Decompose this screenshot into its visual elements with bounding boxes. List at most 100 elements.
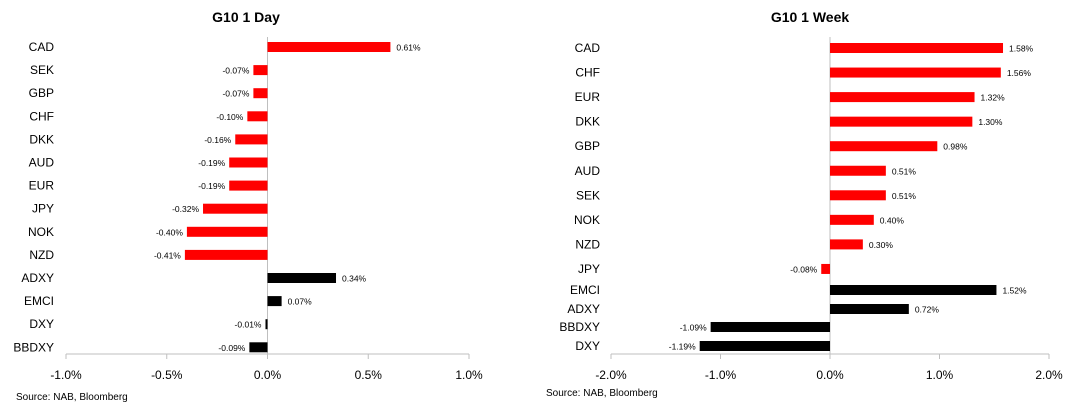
- bar-bbdxy: [710, 322, 830, 332]
- x-tick-label: 2.0%: [1035, 368, 1063, 382]
- x-tick-label: -2.0%: [595, 368, 627, 382]
- bar-aud: [830, 165, 886, 176]
- category-label: BBDXY: [559, 320, 600, 334]
- bar-nzd: [184, 249, 268, 260]
- data-label: 0.30%: [869, 240, 894, 250]
- bar-eur: [229, 180, 268, 191]
- data-label: -1.09%: [680, 323, 707, 333]
- category-label: NOK: [574, 213, 600, 227]
- bar-nok: [830, 214, 874, 225]
- data-label: -0.08%: [790, 264, 817, 274]
- bar-emci: [267, 296, 282, 307]
- chart-title: G10 1 Week: [771, 9, 850, 25]
- category-label: ADXY: [567, 302, 600, 316]
- data-label: -0.09%: [218, 343, 245, 353]
- data-label: -0.19%: [198, 158, 225, 168]
- category-label: DKK: [575, 115, 600, 129]
- bar-cad: [267, 42, 391, 52]
- data-label: 1.58%: [1009, 44, 1034, 54]
- bar-dkk: [235, 134, 268, 145]
- data-label: 0.34%: [342, 274, 367, 284]
- bar-emci: [830, 285, 997, 295]
- category-label: AUD: [575, 164, 601, 178]
- x-tick-label: 1.0%: [926, 368, 954, 382]
- source-note: Source: NAB, Bloomberg: [546, 388, 658, 399]
- bar-cad: [830, 43, 1004, 53]
- bar-adxy: [267, 273, 337, 283]
- category-label: AUD: [29, 156, 55, 170]
- source-note: Source: NAB, Bloomberg: [16, 392, 128, 403]
- bar-chf: [247, 111, 268, 122]
- bar-jpy: [203, 203, 268, 214]
- data-label: 0.61%: [396, 43, 421, 53]
- category-label: CAD: [575, 41, 601, 55]
- data-label: 0.72%: [915, 305, 940, 315]
- bar-chf: [830, 67, 1001, 78]
- category-label: CAD: [29, 40, 55, 54]
- category-label: CHF: [575, 66, 600, 80]
- category-label: JPY: [578, 262, 600, 276]
- data-label: -0.07%: [222, 89, 249, 99]
- category-label: DKK: [29, 132, 54, 146]
- bar-nzd: [830, 239, 863, 250]
- bar-nok: [186, 226, 268, 237]
- category-label: DXY: [575, 339, 600, 353]
- bar-adxy: [830, 304, 909, 314]
- data-label: -0.32%: [172, 204, 199, 214]
- category-label: NZD: [575, 237, 600, 251]
- chart-g10-1-week: G10 1 Week -2.0% -1.0% 0.0% 1.0% 2.0% CAD 1.58%…: [546, 9, 1063, 399]
- data-label: 1.32%: [981, 93, 1006, 103]
- data-label: -0.07%: [222, 66, 249, 76]
- data-label: 1.56%: [1007, 68, 1032, 78]
- x-tick-label: -1.0%: [705, 368, 737, 382]
- data-label: 1.30%: [978, 117, 1003, 127]
- category-label: GBP: [29, 86, 54, 100]
- category-label: GBP: [575, 139, 600, 153]
- category-label: DXY: [29, 317, 54, 331]
- category-label: SEK: [30, 63, 54, 77]
- x-tick-label: 0.0%: [254, 368, 282, 382]
- chart-g10-1-day: G10 1 Day -1.0% -0.5% 0.0% 0.5% 1.0% CAD 0.61% S…: [13, 9, 483, 403]
- x-tick-label: 0.0%: [816, 368, 844, 382]
- bar-dxy: [699, 341, 830, 351]
- bar-bbdxy: [249, 342, 268, 353]
- bar-dkk: [830, 116, 973, 127]
- data-label: -0.16%: [204, 135, 231, 145]
- x-tick-label: -0.5%: [151, 368, 183, 382]
- category-label: EUR: [29, 179, 55, 193]
- bar-jpy: [821, 263, 830, 274]
- category-label: SEK: [576, 188, 600, 202]
- data-label: -0.10%: [216, 112, 243, 122]
- x-tick-label: -1.0%: [50, 368, 82, 382]
- data-label: -1.19%: [669, 342, 696, 352]
- bar-gbp: [830, 141, 938, 152]
- category-label: EUR: [575, 90, 601, 104]
- data-label: 0.98%: [943, 142, 968, 152]
- bar-sek: [830, 190, 886, 201]
- category-label: NOK: [28, 225, 54, 239]
- x-tick-label: 1.0%: [455, 368, 483, 382]
- category-label: BBDXY: [13, 340, 54, 354]
- data-label: 0.40%: [880, 215, 905, 225]
- data-label: -0.19%: [198, 181, 225, 191]
- category-label: EMCI: [24, 294, 54, 308]
- bar-gbp: [253, 88, 268, 99]
- x-tick-label: 0.5%: [355, 368, 383, 382]
- data-label: -0.41%: [154, 250, 181, 260]
- chart-title: G10 1 Day: [212, 9, 280, 25]
- data-label: 0.07%: [288, 297, 313, 307]
- category-label: ADXY: [21, 271, 54, 285]
- data-label: 0.51%: [892, 166, 917, 176]
- data-label: 0.51%: [892, 191, 917, 201]
- bar-sek: [253, 65, 268, 76]
- category-label: CHF: [29, 109, 54, 123]
- category-label: JPY: [32, 202, 54, 216]
- data-label: 1.52%: [1002, 286, 1027, 296]
- data-label: -0.40%: [156, 227, 183, 237]
- bar-dxy: [265, 319, 268, 330]
- category-label: EMCI: [570, 283, 600, 297]
- bar-eur: [830, 92, 975, 103]
- data-label: -0.01%: [235, 320, 262, 330]
- category-label: NZD: [29, 248, 54, 262]
